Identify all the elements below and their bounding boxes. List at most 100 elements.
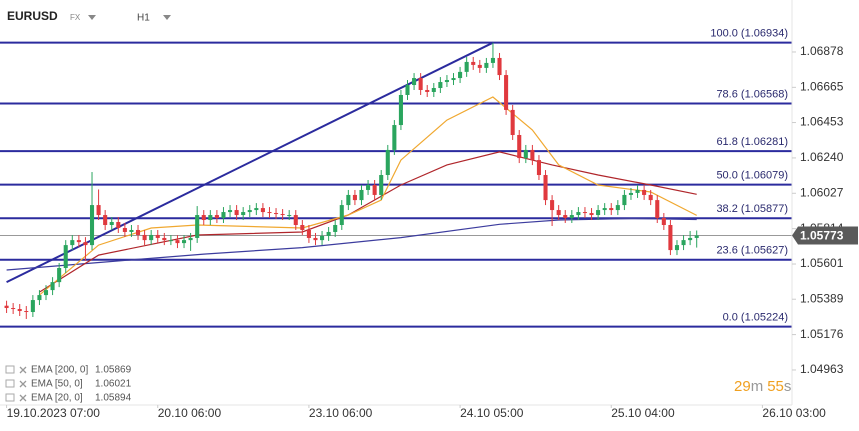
candle-body (582, 212, 588, 214)
candle-body (254, 208, 259, 211)
legend-remove[interactable] (19, 366, 27, 374)
candle-body (122, 227, 127, 232)
candle-body (63, 245, 68, 269)
candle-body (392, 125, 397, 150)
candle-body (83, 242, 88, 246)
fib-label: 100.0 (1.06934) (710, 28, 788, 40)
candle-body (563, 215, 568, 219)
candle-body (214, 215, 219, 219)
candle-body (418, 78, 423, 90)
candle-body (471, 61, 476, 65)
symbol-dropdown[interactable] (88, 15, 96, 20)
candle-body (635, 189, 640, 193)
fib-label: 61.8 (1.06281) (716, 136, 788, 148)
candle-body (379, 175, 384, 195)
candle-body (622, 194, 627, 206)
candle-body (668, 225, 673, 251)
candle-body (688, 237, 693, 241)
legend-icon[interactable] (5, 393, 15, 402)
x-tick-label: 19.10.2023 07:00 (7, 406, 101, 420)
countdown-minutes: 29 (734, 378, 751, 395)
legend-value: 1.06021 (95, 379, 132, 390)
candle-body (642, 189, 647, 195)
candle-body (504, 75, 509, 110)
candle-body (523, 149, 528, 159)
candle-body (352, 194, 357, 201)
y-tick-label: 1.06240 (800, 150, 844, 164)
candle-body (4, 305, 9, 309)
candle-body (458, 71, 463, 79)
candle-body (530, 149, 535, 161)
fib-label: 0.0 (1.05224) (723, 312, 788, 324)
candle-body (300, 225, 305, 230)
candle-body (517, 135, 522, 159)
candle-body (116, 222, 121, 228)
candle-body (241, 212, 246, 216)
candle-body (359, 189, 364, 201)
candle-body (267, 212, 272, 214)
timeframe-dropdown[interactable] (163, 15, 171, 20)
x-tick-label: 23.10 06:00 (309, 406, 373, 420)
candle-body (274, 213, 279, 215)
candle-body (543, 175, 548, 201)
y-tick-label: 1.06027 (800, 185, 844, 199)
legend-name: EMA [200, 0] (31, 365, 88, 376)
symbol[interactable]: EURUSD (7, 9, 58, 23)
y-tick-label: 1.05601 (800, 256, 844, 270)
candle-body (497, 57, 502, 76)
candle-body (346, 194, 351, 206)
candle-body (333, 225, 338, 232)
candle-body (162, 237, 167, 241)
candle-body (135, 229, 141, 235)
candle-body (313, 237, 318, 241)
candle-body (674, 245, 680, 251)
candle-body (293, 215, 298, 225)
candle-body (602, 208, 607, 211)
candle-body (221, 212, 226, 219)
y-tick-label: 1.06878 (800, 44, 844, 58)
candle-body (477, 64, 482, 68)
legend-icon[interactable] (5, 365, 15, 374)
y-tick-label: 1.06665 (800, 80, 844, 94)
y-tick-label: 1.06453 (800, 115, 844, 129)
candle-body (431, 88, 436, 92)
candle-body (550, 200, 555, 211)
candle-body (576, 212, 581, 216)
candle-body (260, 208, 265, 213)
market: FX (70, 13, 81, 22)
fib-label: 78.6 (1.06568) (716, 88, 788, 100)
candle-body (425, 90, 430, 92)
legend-remove[interactable] (19, 380, 27, 388)
countdown-minutes-unit: m (751, 378, 764, 395)
legend-remove[interactable] (19, 394, 27, 402)
legend-value: 1.05869 (95, 365, 132, 376)
candle-body (589, 213, 594, 216)
candle-body (366, 184, 371, 190)
candle-body (89, 205, 95, 246)
candle-body (188, 237, 193, 241)
y-tick-label: 1.05176 (800, 327, 844, 341)
candle-body (694, 235, 699, 238)
candle-body (484, 62, 489, 68)
candle-body (372, 184, 377, 195)
plot-area (0, 41, 792, 328)
candle-body (655, 200, 660, 219)
fib-label: 38.2 (1.05877) (716, 203, 788, 215)
legend-value: 1.05894 (95, 393, 132, 404)
legend-icon[interactable] (5, 379, 15, 388)
candle-body (444, 80, 449, 83)
timeframe[interactable]: H1 (137, 13, 150, 24)
candle-body (155, 234, 160, 238)
candle-body (536, 160, 541, 176)
candle-body (438, 82, 443, 89)
candle-body (11, 308, 16, 310)
candle-body (129, 229, 134, 232)
x-tick-label: 25.10 04:00 (611, 406, 675, 420)
candle-body (280, 214, 285, 216)
ema-line (39, 96, 697, 296)
x-tick-label: 26.10 03:00 (762, 406, 826, 420)
candle-body (306, 229, 311, 238)
legend-name: EMA [20, 0] (31, 393, 83, 404)
